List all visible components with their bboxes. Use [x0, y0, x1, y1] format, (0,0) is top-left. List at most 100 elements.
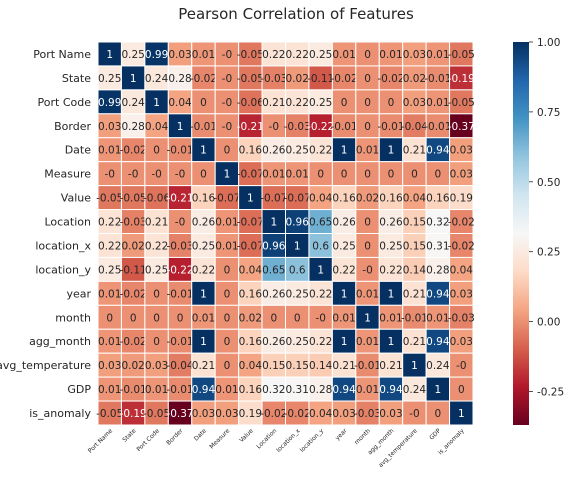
cell-value-label: 0.21: [379, 360, 402, 372]
cell-value-label: 0.21: [145, 217, 168, 229]
cell-value-label: 0: [341, 169, 348, 181]
cell-value-label: 0.01: [215, 384, 238, 396]
cell-value-label: 0.22: [309, 145, 332, 157]
cell-value-label: 0.15: [262, 360, 285, 372]
cell-value-label: 0: [341, 97, 348, 109]
cell-value-label: 0.01: [426, 312, 449, 324]
cell-value-label: 0: [411, 169, 418, 181]
cell-value-label: 0.94: [332, 384, 356, 396]
cell-value-label: -0.01: [424, 73, 451, 85]
cell-value-label: -0: [222, 97, 232, 109]
cell-value-label: 0.25: [309, 97, 332, 109]
cell-value-label: 0.01: [98, 384, 121, 396]
cell-value-label: 0.15: [286, 360, 309, 372]
row-label: location_x: [35, 239, 91, 252]
cell-value-label: 0.16: [192, 193, 216, 205]
column-label: Port Name: [87, 427, 114, 454]
cell-value-label: 0.26: [262, 288, 286, 300]
colorbar-tick-label: 0.25: [537, 247, 560, 259]
cell-value-label: 0: [388, 169, 395, 181]
cell-value-label: -0.02: [260, 408, 287, 420]
cell-value-label: 0.04: [309, 408, 333, 420]
cell-value-label: -0.02: [120, 145, 147, 157]
cell-value-label: 0.26: [192, 217, 216, 229]
column-label: Border: [165, 427, 185, 447]
row-label: Port Name: [33, 48, 91, 61]
cell-value-label: -0.21: [237, 121, 264, 133]
cell-value-label: 0.03: [403, 97, 426, 109]
cell-value-label: -0: [222, 49, 232, 61]
cell-value-label: 0.22: [98, 240, 121, 252]
row-label: agg_month: [29, 335, 91, 348]
cell-value-label: 0.16: [239, 336, 263, 348]
cell-value-label: 0: [177, 312, 184, 324]
column-label: Port Code: [135, 427, 161, 453]
cell-value-label: 0.01: [356, 336, 379, 348]
cell-value-label: 0: [458, 384, 465, 396]
cell-value-label: -0.05: [448, 97, 475, 109]
cell-value-label: -0.07: [260, 193, 287, 205]
colorbar-tick-label: 0.50: [537, 177, 560, 189]
cell-value-label: -0.03: [166, 240, 193, 252]
colorbar-tick-label: -0.25: [537, 386, 564, 398]
column-label: year: [334, 427, 349, 442]
cell-value-label: 0.24: [426, 360, 450, 372]
cell-value-label: 0: [130, 312, 137, 324]
cell-value-label: 1: [388, 145, 395, 157]
cell-value-label: 0.26: [262, 336, 286, 348]
cell-value-label: 0: [153, 288, 160, 300]
cell-value-label: -0.06: [143, 193, 170, 205]
cell-value-label: 0: [224, 360, 231, 372]
cell-value-label: 0.01: [356, 145, 379, 157]
cell-value-label: 0.01: [332, 312, 355, 324]
cell-value-label: 0.22: [309, 288, 332, 300]
cell-value-label: 0: [435, 169, 442, 181]
cell-value-label: 0.21: [192, 360, 215, 372]
column-label: Value: [238, 427, 255, 444]
cell-value-label: -0.37: [448, 121, 475, 133]
cell-value-label: -0.01: [166, 384, 193, 396]
cell-value-label: -0.02: [120, 336, 147, 348]
cell-value-label: 0: [364, 240, 371, 252]
cell-value-label: 0.22: [98, 217, 121, 229]
cell-value-label: 0.01: [379, 49, 402, 61]
cell-value-label: 1: [270, 217, 277, 229]
cell-value-label: 0.22: [286, 49, 309, 61]
cell-value-label: 0.21: [403, 288, 426, 300]
cell-value-label: 0.22: [379, 264, 402, 276]
cell-value-label: 0.01: [192, 49, 215, 61]
cell-value-label: 0.24: [121, 97, 145, 109]
cell-value-label: 0.19: [239, 408, 262, 420]
row-label: Date: [65, 144, 92, 157]
row-labels: Port Name State Port Code Border Date Measure…: [0, 48, 91, 420]
cell-value-label: 0.25: [309, 49, 332, 61]
cell-value-label: 0: [224, 264, 231, 276]
cell-value-label: -0.02: [120, 288, 147, 300]
cell-value-label: -0.07: [237, 240, 264, 252]
cell-value-label: 0.28: [426, 264, 449, 276]
cell-value-label: 0.94: [426, 336, 450, 348]
column-label: State: [121, 427, 137, 443]
cell-value-label: -0.03: [354, 408, 381, 420]
cell-value-label: 0: [364, 121, 371, 133]
row-label: State: [62, 72, 91, 85]
row-label: month: [55, 311, 91, 324]
cell-value-label: 0: [270, 312, 277, 324]
cell-value-label: 0.03: [168, 49, 191, 61]
heatmap-cell: [449, 400, 474, 426]
cell-value-label: -0.01: [120, 384, 147, 396]
cell-value-label: 0.25: [145, 264, 168, 276]
cell-value-label: -0: [128, 169, 138, 181]
cell-value-label: 0.24: [145, 73, 169, 85]
cell-value-label: -0.11: [307, 73, 334, 85]
cell-value-label: 0: [364, 217, 371, 229]
cell-value-label: 1: [388, 336, 395, 348]
cell-value-label: 0.25: [98, 264, 121, 276]
column-label: Date: [193, 427, 208, 442]
cell-value-label: 0: [224, 312, 231, 324]
cell-value-label: 0.94: [426, 288, 450, 300]
cell-value-label: -0: [315, 312, 325, 324]
cell-value-label: -0.05: [448, 49, 475, 61]
cell-value-label: 1: [106, 49, 113, 61]
cell-value-label: 0.21: [262, 97, 285, 109]
